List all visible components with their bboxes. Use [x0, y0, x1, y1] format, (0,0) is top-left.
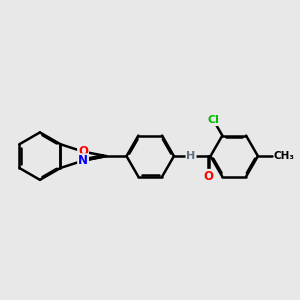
Text: Cl: Cl — [208, 115, 219, 125]
Text: CH₃: CH₃ — [273, 151, 294, 161]
Text: O: O — [78, 145, 88, 158]
Text: N: N — [78, 154, 88, 167]
Text: H: H — [186, 151, 196, 161]
Text: O: O — [203, 170, 213, 183]
